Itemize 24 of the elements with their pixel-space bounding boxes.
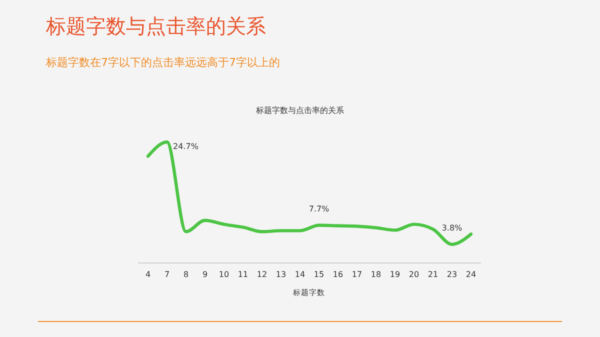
x-tick-label: 13: [276, 270, 286, 279]
x-tick-label: 19: [390, 270, 400, 279]
x-tick-label: 12: [256, 270, 268, 279]
chart-title: 标题字数与点击率的关系: [45, 14, 266, 38]
x-tick-label: 16: [332, 270, 344, 279]
x-tick-label: 10: [218, 270, 230, 279]
chart-subtitle: 标题字数在7字以下的点击率远远高于7字以上的: [45, 56, 280, 69]
x-tick-label: 18: [370, 270, 382, 279]
x-tick-label: 24: [466, 270, 476, 279]
x-tick-label: 17: [352, 270, 362, 279]
x-tick-label: 7: [164, 270, 170, 279]
x-tick-label: 14: [294, 270, 306, 279]
x-tick-label: 23: [446, 270, 458, 279]
data-label: 24.7%: [173, 142, 199, 151]
x-tick-label: 21: [428, 270, 438, 279]
x-tick-label: 8: [183, 270, 189, 279]
x-tick-label: 11: [238, 270, 248, 279]
data-label: 3.8%: [442, 223, 463, 232]
data-label: 7.7%: [308, 204, 330, 214]
x-tick-label: 4: [145, 270, 151, 279]
x-tick-label: 9: [202, 270, 208, 279]
x-tick-label: 20: [408, 270, 420, 279]
text: 标题字数与点击率的关系: [255, 106, 344, 115]
x-tick-label: 15: [314, 270, 324, 279]
